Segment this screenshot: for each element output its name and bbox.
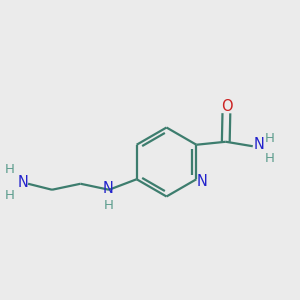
Text: H: H [5,189,15,202]
Text: N: N [17,175,28,190]
Text: H: H [264,132,274,145]
Text: H: H [264,152,274,165]
Text: N: N [253,137,264,152]
Text: O: O [221,98,232,113]
Text: H: H [5,163,15,176]
Text: H: H [103,199,113,212]
Text: N: N [103,181,114,196]
Text: N: N [196,174,207,189]
